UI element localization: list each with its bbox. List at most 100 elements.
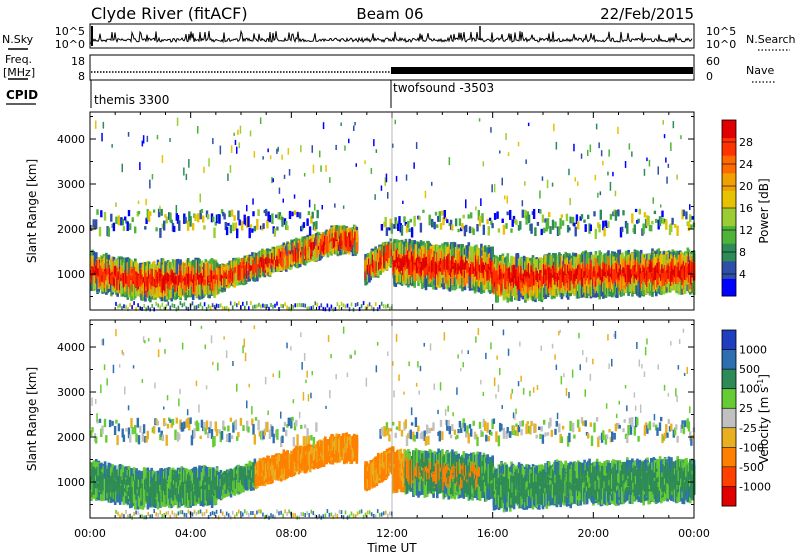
power-echo-cell (96, 209, 99, 215)
power-echo-cell (422, 209, 425, 213)
power-echo-cell (505, 133, 507, 140)
power-echo-cell (467, 214, 470, 219)
power-echo-cell (493, 213, 497, 220)
power-echo-cell (488, 217, 492, 221)
power-echo-cell (380, 224, 384, 231)
power-echo-cell (251, 228, 254, 233)
power-echo-cell (178, 220, 181, 231)
noise-right-label: N.Search (746, 33, 796, 46)
power-echo-cell (353, 125, 355, 131)
power-echo-cell (176, 214, 180, 224)
power-echo-cell (229, 165, 232, 173)
power-echo-cell (237, 258, 240, 269)
power-echo-cell (329, 177, 331, 183)
power-echo-cell (110, 213, 113, 222)
power-echo-cell (314, 203, 316, 211)
noise-right-tick-top: 10^5 (706, 25, 736, 38)
power-echo-cell (355, 230, 359, 243)
power-echo-cell (157, 208, 161, 218)
power-echo-cell (188, 159, 190, 168)
power-echo-cell (259, 117, 262, 124)
power-echo-cell (315, 221, 318, 230)
power-echo-cell (301, 224, 304, 230)
power-echo-cell (413, 215, 416, 227)
power-echo-cell (308, 199, 311, 208)
power-echo-cell (285, 221, 288, 230)
power-echo-cell (271, 177, 273, 184)
power-echo-cell (394, 119, 396, 125)
power-echo-cell (92, 219, 95, 228)
power-echo-cell (502, 224, 506, 235)
power-echo-cell (95, 219, 98, 230)
power-echo-cell (405, 174, 408, 181)
power-echo-cell (470, 212, 473, 219)
power-echo-cell (194, 214, 197, 221)
power-echo-cell (219, 145, 222, 155)
power-echo-cell (302, 222, 306, 228)
power-echo-cell (257, 209, 260, 216)
power-echo-cell (107, 227, 110, 237)
power-echo-cell (418, 216, 421, 221)
power-echo-cell (239, 125, 242, 134)
power-echo-cell (228, 210, 231, 218)
power-echo-cell (183, 167, 185, 176)
beam-label: Beam 06 (356, 5, 423, 23)
power-echo-cell (227, 173, 229, 181)
power-echo-cell (229, 224, 233, 234)
power-echo-cell (115, 216, 118, 225)
power-echo-cell (203, 225, 206, 230)
power-echo-cell (342, 205, 345, 209)
power-echo-cell (191, 223, 195, 231)
power-echo-cell (409, 218, 412, 223)
power-echo-cell (298, 212, 302, 219)
power-echo-cell (436, 224, 439, 228)
power-echo-cell (243, 214, 246, 225)
power-echo-cell (107, 264, 111, 281)
power-echo-cell (234, 139, 237, 145)
power-echo-cell (491, 223, 494, 229)
power-echo-cell (98, 226, 102, 237)
power-echo-cell (431, 181, 433, 186)
noise-panel-frame (89, 23, 695, 49)
power-echo-cell (293, 210, 297, 215)
power-echo-cell (220, 209, 224, 214)
power-echo-cell (101, 132, 103, 142)
power-echo-cell (203, 166, 205, 174)
power-echo-cell (501, 218, 504, 223)
power-echo-cell (330, 242, 333, 252)
power-echo-cell (266, 219, 269, 229)
power-echo-cell (161, 155, 164, 163)
power-echo-cell (165, 216, 168, 224)
power-echo-cell (152, 209, 156, 213)
nave-trace-second-half (391, 67, 693, 74)
power-echo-cell (134, 226, 137, 234)
power-echo-cell (175, 205, 178, 214)
date-label: 22/Feb/2015 (600, 5, 694, 23)
power-echo-cell (117, 215, 121, 226)
freq-left-label-2: [MHz] (3, 66, 35, 79)
power-echo-cell (223, 213, 226, 220)
power-echo-cell (461, 223, 464, 230)
power-echo-cell (126, 221, 129, 231)
power-echo-cell (264, 208, 268, 217)
power-echo-cell (335, 144, 337, 150)
power-echo-cell (504, 195, 506, 200)
power-echo-cell (253, 225, 256, 232)
power-echo-cell (278, 187, 281, 194)
power-echo-cell (234, 222, 238, 231)
power-echo-cell (291, 255, 294, 266)
power-echo-cell (293, 245, 297, 262)
power-echo-cell (410, 227, 414, 238)
power-echo-cell (170, 219, 173, 224)
power-echo-cell (276, 226, 279, 231)
power-echo-cell (288, 210, 292, 219)
power-echo-cell (486, 219, 489, 225)
power-echo-cell (275, 214, 278, 219)
power-echo-cell (248, 227, 251, 239)
power-echo-cell (487, 226, 490, 236)
power-echo-cell (156, 134, 159, 140)
power-echo-cell (199, 210, 202, 220)
power-echo-cell (208, 158, 210, 167)
power-echo-cell (397, 223, 400, 231)
